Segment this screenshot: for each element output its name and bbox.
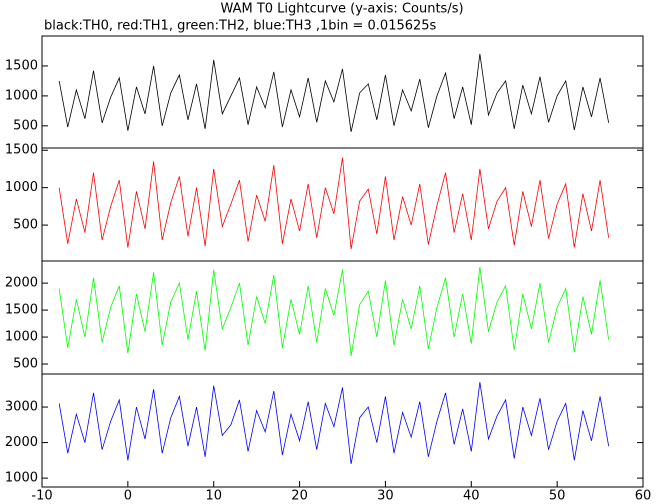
y-tick-label: 2000	[5, 435, 38, 450]
y-tick-label: 500	[13, 218, 38, 233]
x-tick-label: 50	[549, 489, 566, 504]
chart-subtitle: black:TH0, red:TH1, green:TH2, blue:TH3 …	[44, 19, 437, 34]
x-tick-label: 40	[463, 489, 480, 504]
panel-frame	[41, 35, 644, 149]
y-tick-label: 1500	[5, 58, 38, 73]
lightcurve	[58, 382, 610, 464]
chart-title: WAM T0 Lightcurve (y-axis: Counts/s)	[220, 2, 463, 17]
y-tick-label: 1000	[5, 330, 38, 345]
y-tick-label: 500	[13, 118, 38, 133]
panel-frame	[41, 373, 644, 488]
lightcurve	[58, 266, 610, 356]
x-tick-label: 30	[377, 489, 394, 504]
y-tick-label: 2000	[5, 276, 38, 291]
x-tick-label: -10	[31, 489, 52, 504]
y-tick-label: 1000	[5, 180, 38, 195]
lightcurve	[58, 53, 610, 132]
y-tick-label: 1500	[5, 143, 38, 158]
y-tick-label: 3000	[5, 400, 38, 415]
x-tick-label: 60	[635, 489, 652, 504]
x-tick-label: 10	[205, 489, 222, 504]
x-tick-label: 20	[291, 489, 308, 504]
y-tick-label: 1500	[5, 303, 38, 318]
y-tick-label: 1000	[5, 471, 38, 486]
panel-frame	[41, 147, 644, 262]
y-tick-label: 500	[13, 357, 38, 372]
x-tick-label: 0	[124, 489, 132, 504]
panel-frame	[41, 260, 644, 375]
y-tick-label: 1000	[5, 88, 38, 103]
lightcurve	[58, 157, 610, 250]
